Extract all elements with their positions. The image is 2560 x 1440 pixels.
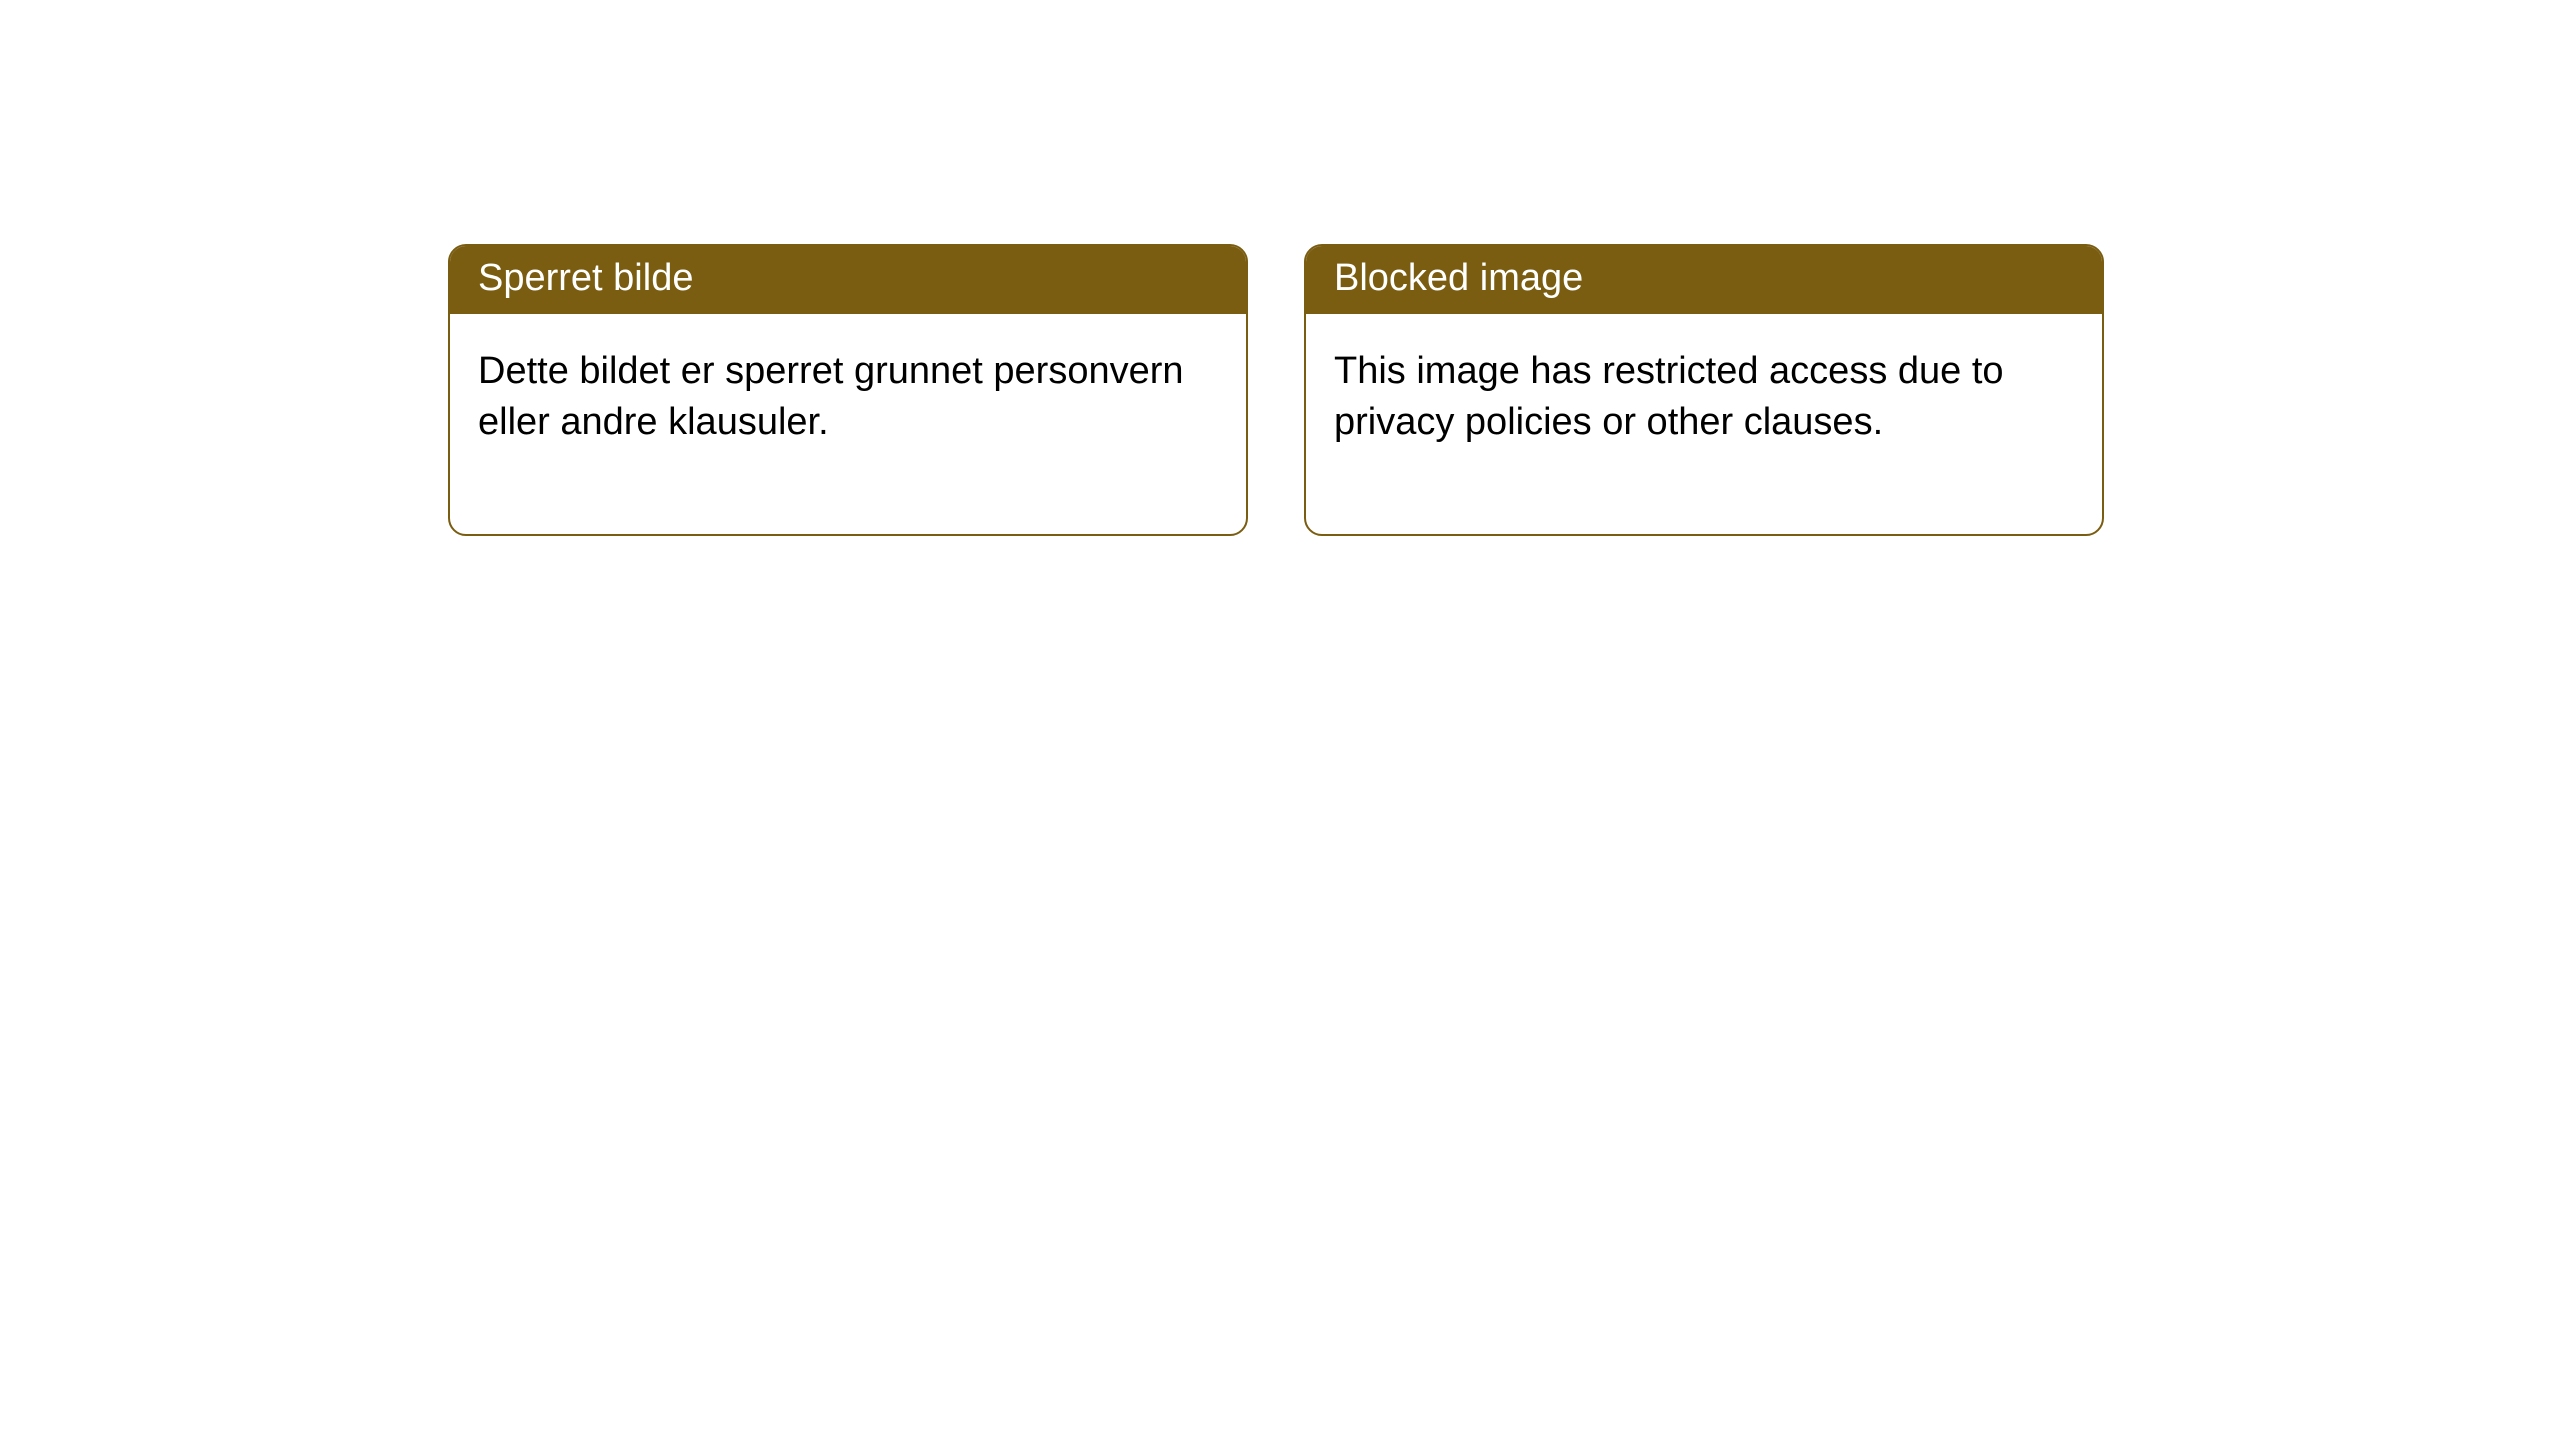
notice-card-norwegian: Sperret bilde Dette bildet er sperret gr… (448, 244, 1248, 536)
notice-header: Blocked image (1306, 246, 2102, 314)
notice-body: Dette bildet er sperret grunnet personve… (450, 314, 1246, 534)
notice-card-english: Blocked image This image has restricted … (1304, 244, 2104, 536)
notice-body: This image has restricted access due to … (1306, 314, 2102, 534)
notice-container: Sperret bilde Dette bildet er sperret gr… (448, 244, 2104, 536)
notice-header: Sperret bilde (450, 246, 1246, 314)
